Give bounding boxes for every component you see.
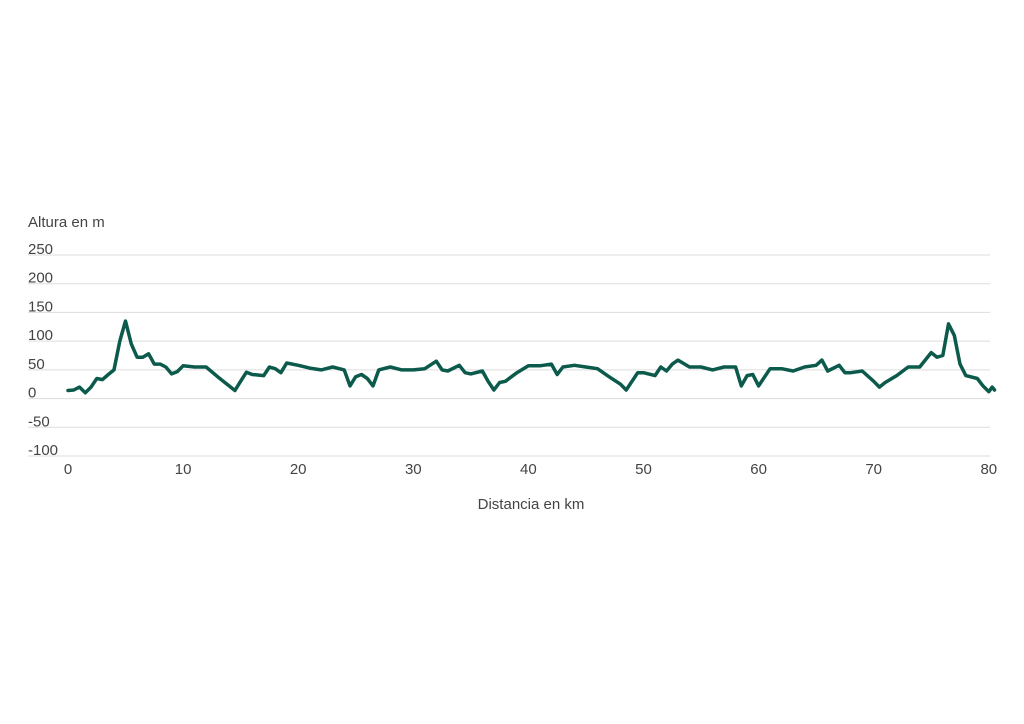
x-tick-label: 20	[290, 461, 307, 478]
x-axis-label: Distancia en km	[478, 496, 585, 513]
x-tick-label: 50	[635, 461, 652, 478]
y-tick-label: 150	[28, 298, 53, 315]
x-tick-label: 10	[175, 461, 192, 478]
y-tick-label: 250	[28, 241, 53, 258]
y-tick-label: -100	[28, 442, 58, 459]
y-axis-label: Altura en m	[28, 214, 105, 231]
x-tick-label: 80	[980, 461, 997, 478]
y-tick-label: 200	[28, 270, 53, 287]
x-tick-label: 60	[750, 461, 767, 478]
x-tick-label: 40	[520, 461, 537, 478]
y-tick-label: 0	[28, 385, 36, 402]
x-tick-label: 0	[64, 461, 72, 478]
y-tick-label: 50	[28, 356, 45, 373]
elevation-line	[66, 319, 997, 395]
x-tick-label: 30	[405, 461, 422, 478]
y-tick-label: 100	[28, 327, 53, 344]
y-tick-label: -50	[28, 413, 50, 430]
x-tick-label: 70	[865, 461, 882, 478]
